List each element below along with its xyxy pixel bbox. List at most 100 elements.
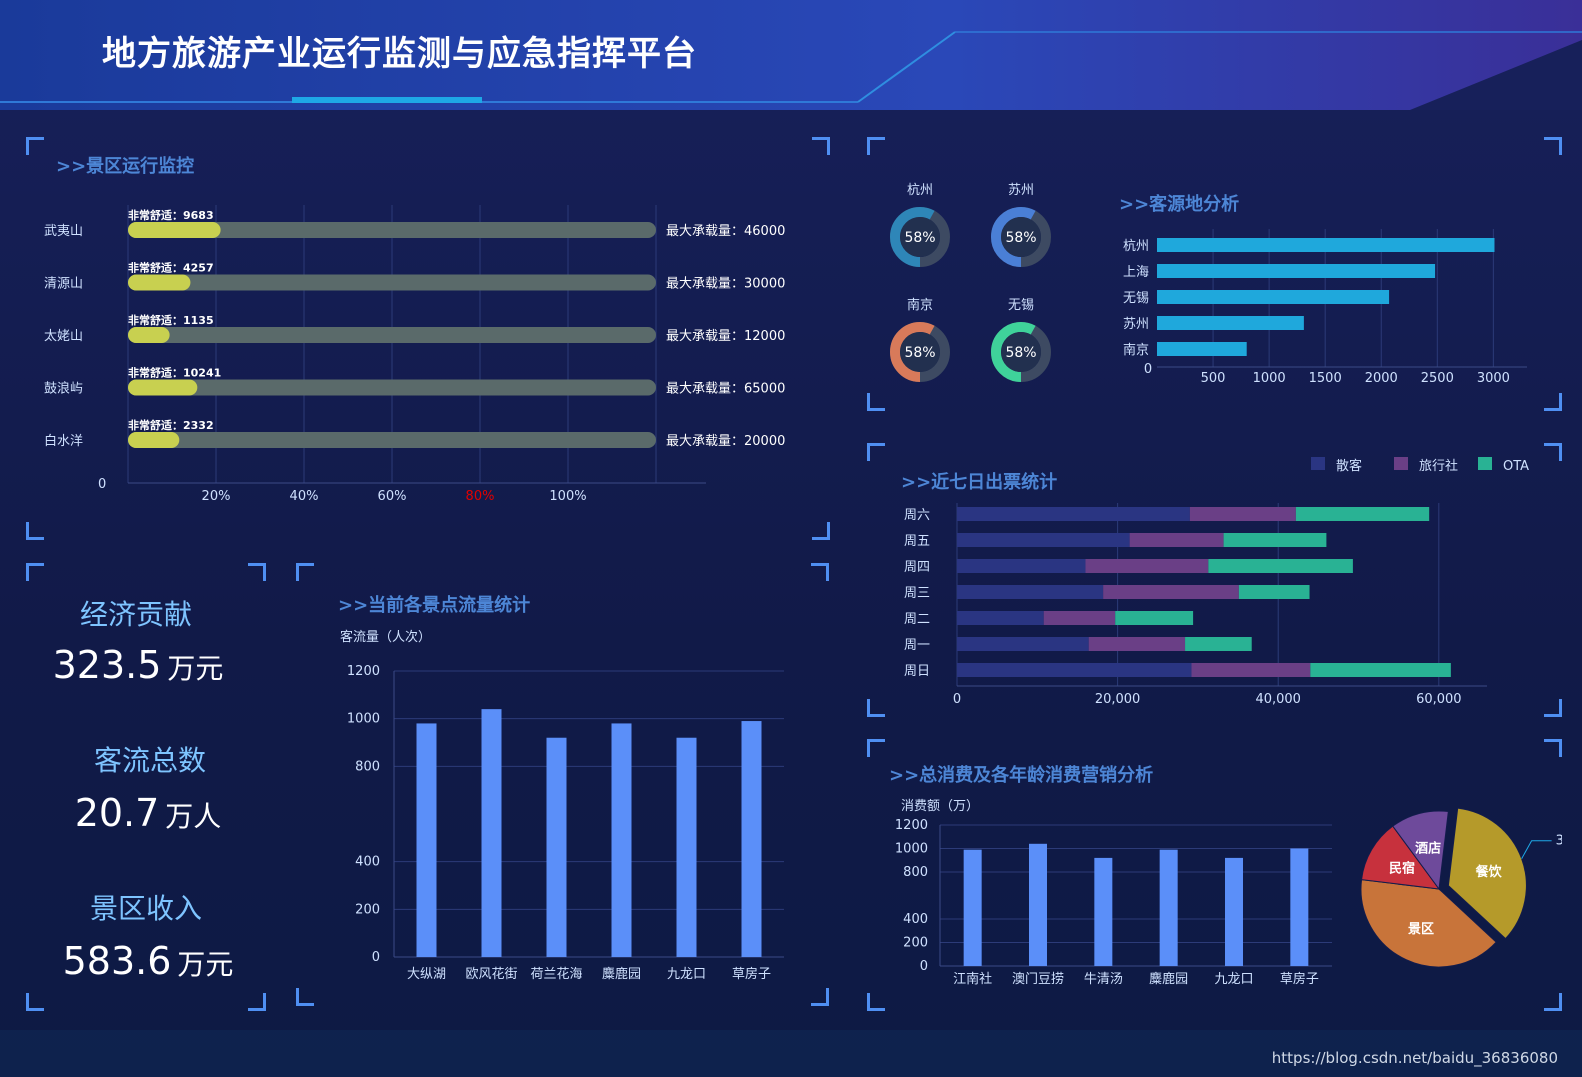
scenic-capacity-label: 最大承载量：46000 [666,224,785,239]
scenic-capacity-track [128,379,656,396]
source-x-tick: 2500 [1421,371,1454,386]
tickets-legend-label: 散客 [1336,458,1362,474]
tickets-bar-segment [957,559,1086,573]
flow-bar [741,721,762,957]
tickets-y-label: 周一 [904,638,930,653]
scenic-capacity-label: 最大承载量：65000 [666,382,785,397]
consume-pie-label: 民宿 [1389,860,1415,876]
flow-y-tick: 0 [372,950,380,965]
consume-pie-label: 酒店 [1415,841,1441,857]
donut-city-label: 杭州 [907,183,933,198]
donut-city-label: 苏州 [1008,182,1034,198]
tickets-legend-label: OTA [1503,459,1529,474]
flow-panel: >>当前各景点流量统计 客流量（人次） 0 200 400 800 1000 1200 大纵湖… [296,563,829,1006]
scenic-monitor-panel: >>景区运行监控 0 20% 40% 60% 80% 100% 武夷山 非常舒适：9683 最大… [26,137,830,540]
flow-bar [546,737,567,957]
tickets-x-tick: 20,000 [1095,692,1141,707]
donut-city-label: 南京 [907,297,933,313]
flow-y-tick: 1200 [347,664,380,679]
scenic-income-label: 景区收入 [89,892,202,925]
tickets-bar-segment [1085,559,1209,573]
scenic-capacity-label: 最大承载量：20000 [666,434,785,449]
tickets-bar-segment [957,507,1190,521]
consume-bar [1094,857,1113,966]
tickets-bar-segment [1043,611,1116,625]
scenic-comfort-bar [128,222,221,238]
scenic-comfort-label: 非常舒适：4257 [128,261,214,275]
tickets-bar-segment [1310,663,1451,677]
donut-percent-label: 58% [1005,345,1036,361]
flow-x-label: 草房子 [732,966,771,982]
scenic-comfort-label: 非常舒适：2332 [128,418,214,432]
consume-charts: 消费额（万） 0 200 400 800 1000 1200 江南社 澳门豆捞 牛清汤 麋鹿园 九龙口… [895,799,1562,987]
scenic-comfort-bar [128,432,180,448]
economic-contribution-value: 323.5 万元 [52,643,224,687]
scenic-x-tick: 80% [466,489,495,504]
tickets-bar-segment [1189,507,1296,521]
scenic-income-value: 583.6 万元 [62,939,234,983]
donut-percent-label: 58% [904,345,935,361]
source-bar [1157,316,1304,330]
tickets-bar-segment [1238,585,1310,599]
scenic-monitor-title: >>景区运行监控 [56,156,195,177]
source-x-tick: 3000 [1477,371,1510,386]
tickets-bar-segment [957,663,1192,677]
donut-center [1001,217,1041,257]
tickets-bar-segment [957,585,1104,599]
source-bar [1157,342,1247,356]
tickets-x-tick: 0 [953,692,961,707]
scenic-x-tick: 100% [549,489,586,504]
consume-x-label: 麋鹿园 [1149,971,1188,987]
consume-pie-slice [1361,825,1441,890]
tickets-legend-label: 旅行社 [1419,458,1458,474]
tickets-bar-segment [1103,585,1239,599]
flow-y-tick: 400 [355,855,380,870]
donut-percent-label: 58% [904,230,935,246]
donut-arc [991,322,1051,382]
consume-x-label: 九龙口 [1214,972,1253,987]
source-bar [1157,264,1436,278]
scenic-row-name: 清源山 [44,277,83,292]
tickets-legend-swatch [1394,457,1408,470]
scenic-x-tick: 40% [290,489,319,504]
consume-pie-slice [1360,879,1497,968]
consume-x-label: 澳门豆捞 [1012,971,1064,987]
flow-bar [481,709,502,957]
tickets-x-tick: 40,000 [1255,692,1301,707]
scenic-row-name: 武夷山 [44,223,83,239]
scenic-capacity-track [128,327,656,343]
scenic-row-name: 鼓浪屿 [44,382,83,397]
donut-center [900,332,940,372]
scenic-x-tick: 20% [202,489,231,504]
economic-contribution-label: 经济贡献 [79,598,192,631]
tickets-stacked-chart: 散客 旅行社 OTA 0 20,000 40,000 60,000 周六周五周四周三周二周一周… [904,457,1529,707]
flow-y-tick: 1000 [347,712,380,727]
consume-y-tick: 200 [903,936,928,951]
tickets-legend-swatch [1478,457,1492,470]
tickets-bar-segment [1115,611,1194,625]
source-y-label: 上海 [1123,265,1149,280]
consume-bar [1290,848,1309,966]
flow-y-tick: 200 [355,902,380,917]
consume-pie-annotation-line [1521,840,1552,859]
donut-percent-label: 58% [1005,230,1036,246]
tickets-bar-segment [1223,533,1327,547]
scenic-zero-label: 0 [98,477,106,492]
scenic-row-name: 白水洋 [44,433,83,449]
tickets-y-label: 周二 [904,612,930,627]
flow-y-axis-label: 客流量（人次） [340,629,431,645]
donut-city-label: 无锡 [1008,298,1034,313]
scenic-monitor-chart: 0 20% 40% 60% 80% 100% 武夷山 非常舒适：9683 最大承载量：46000… [44,205,785,504]
flow-x-label: 九龙口 [667,967,706,982]
tickets-y-label: 周日 [904,664,930,679]
source-x-tick: 1000 [1253,371,1286,386]
flow-x-label: 大纵湖 [407,967,446,982]
donut-arc [890,207,950,267]
source-bar [1157,290,1390,304]
scenic-comfort-bar [128,274,191,291]
tickets-bar-segment [1088,637,1186,651]
tickets-y-label: 周三 [904,586,930,601]
tickets-bar-segment [1185,637,1252,651]
consume-x-label: 牛清汤 [1084,972,1123,987]
source-x-tick: 500 [1201,371,1226,386]
